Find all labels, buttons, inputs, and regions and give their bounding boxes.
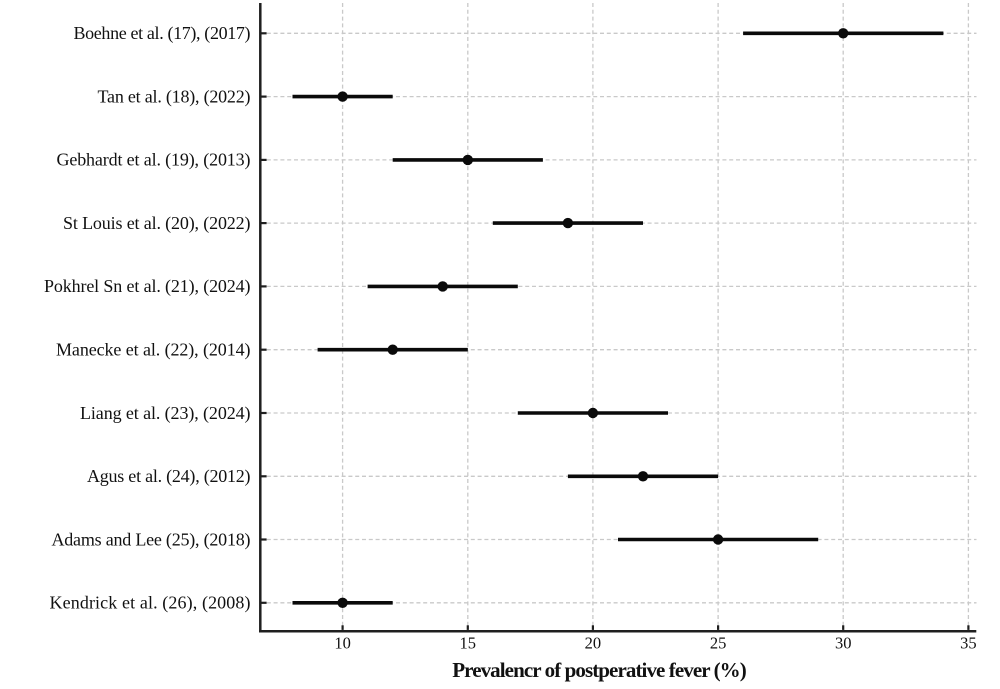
svg-text:Kendrick et al. (26), (2008): Kendrick et al. (26), (2008) xyxy=(50,593,251,614)
svg-text:15: 15 xyxy=(460,634,477,653)
svg-text:Pokhrel Sn et al. (21), (2024): Pokhrel Sn et al. (21), (2024) xyxy=(44,276,251,297)
svg-text:25: 25 xyxy=(710,634,727,653)
svg-text:Manecke et al. (22), (2014): Manecke et al. (22), (2014) xyxy=(56,340,251,361)
svg-text:Adams and Lee (25), (2018): Adams and Lee (25), (2018) xyxy=(52,529,251,550)
svg-text:Liang et al. (23), (2024): Liang et al. (23), (2024) xyxy=(80,403,251,424)
svg-text:20: 20 xyxy=(585,634,602,653)
svg-text:Agus et al. (24), (2012): Agus et al. (24), (2012) xyxy=(87,466,251,487)
svg-text:Boehne et al. (17), (2017): Boehne et al. (17), (2017) xyxy=(74,23,251,44)
svg-text:30: 30 xyxy=(835,634,852,653)
svg-text:10: 10 xyxy=(334,634,351,653)
svg-text:St Louis et al. (20), (2022): St Louis et al. (20), (2022) xyxy=(63,213,251,234)
svg-text:Prevalencr of postperative fev: Prevalencr of postperative fever (%) xyxy=(452,658,747,682)
svg-text:Gebhardt et al. (19), (2013): Gebhardt et al. (19), (2013) xyxy=(57,150,251,171)
svg-text:Tan et al. (18), (2022): Tan et al. (18), (2022) xyxy=(98,86,251,107)
svg-text:35: 35 xyxy=(960,634,977,653)
